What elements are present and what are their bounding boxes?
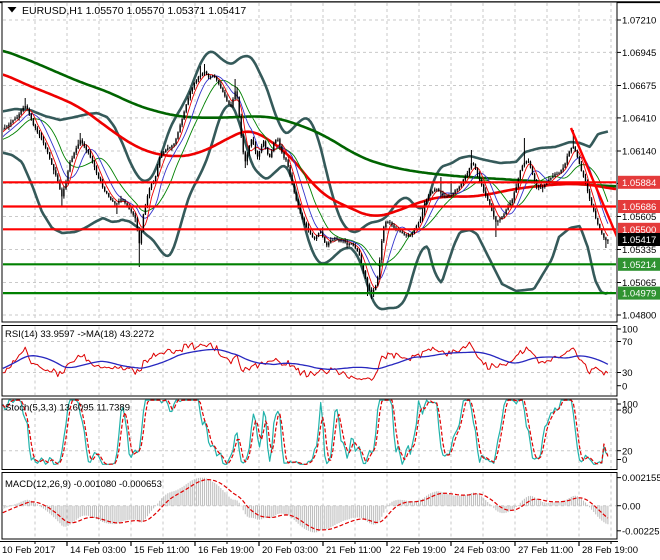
svg-text:22 Feb 19:00: 22 Feb 19:00: [390, 545, 446, 556]
svg-text:16 Feb 19:00: 16 Feb 19:00: [198, 545, 254, 556]
svg-text:0.00: 0.00: [622, 501, 641, 512]
svg-text:21 Feb 11:00: 21 Feb 11:00: [326, 545, 381, 556]
svg-text:1.05605: 1.05605: [622, 212, 656, 223]
svg-text:1.06410: 1.06410: [622, 114, 656, 125]
svg-text:1.04979: 1.04979: [622, 289, 656, 300]
svg-text:1.07210: 1.07210: [622, 16, 656, 27]
svg-text:1.06675: 1.06675: [622, 81, 656, 92]
svg-text:0.002155: 0.002155: [622, 473, 660, 484]
svg-text:1.06140: 1.06140: [622, 147, 656, 158]
svg-text:1.05214: 1.05214: [622, 260, 656, 271]
svg-text:0: 0: [622, 381, 627, 392]
svg-text:100: 100: [622, 325, 638, 336]
svg-text:100: 100: [622, 400, 638, 411]
svg-text:1.05500: 1.05500: [622, 225, 656, 236]
svg-text:14 Feb 03:00: 14 Feb 03:00: [70, 545, 126, 556]
svg-text:20: 20: [622, 446, 633, 457]
svg-text:1.05417: 1.05417: [622, 235, 656, 246]
svg-text:Stoch(5,3,3) 13.6095 11.7389: Stoch(5,3,3) 13.6095 11.7389: [5, 403, 130, 414]
svg-text:0: 0: [622, 455, 627, 466]
svg-text:RSI(14) 33.9597 ->MA(18) 43.2: RSI(14) 33.9597 ->MA(18) 43.2272: [5, 329, 154, 340]
svg-text:15 Feb 11:00: 15 Feb 11:00: [134, 545, 189, 556]
svg-text:10 Feb 2017: 10 Feb 2017: [2, 545, 55, 556]
svg-text:1.04800: 1.04800: [622, 311, 656, 322]
svg-text:24 Feb 03:00: 24 Feb 03:00: [454, 545, 510, 556]
svg-text:70: 70: [622, 337, 633, 348]
svg-text:1.06945: 1.06945: [622, 48, 656, 59]
svg-text:-0.002252: -0.002252: [622, 526, 660, 537]
svg-text:30: 30: [622, 368, 633, 379]
svg-text:1.05065: 1.05065: [622, 278, 656, 289]
svg-text:EURUSD,H1 1.05570 1.05570 1.0: EURUSD,H1 1.05570 1.05570 1.05371 1.0541…: [22, 5, 246, 17]
svg-text:MACD(12,26,9) -0.001080 -0.000: MACD(12,26,9) -0.001080 -0.000653: [5, 479, 162, 490]
svg-text:1.05335: 1.05335: [622, 245, 656, 256]
svg-text:28 Feb 19:00: 28 Feb 19:00: [582, 545, 638, 556]
svg-text:80: 80: [622, 406, 633, 417]
svg-text:20 Feb 03:00: 20 Feb 03:00: [262, 545, 318, 556]
svg-text:27 Feb 11:00: 27 Feb 11:00: [518, 545, 573, 556]
svg-text:1.05686: 1.05686: [622, 202, 656, 213]
svg-text:1.05884: 1.05884: [622, 178, 656, 189]
